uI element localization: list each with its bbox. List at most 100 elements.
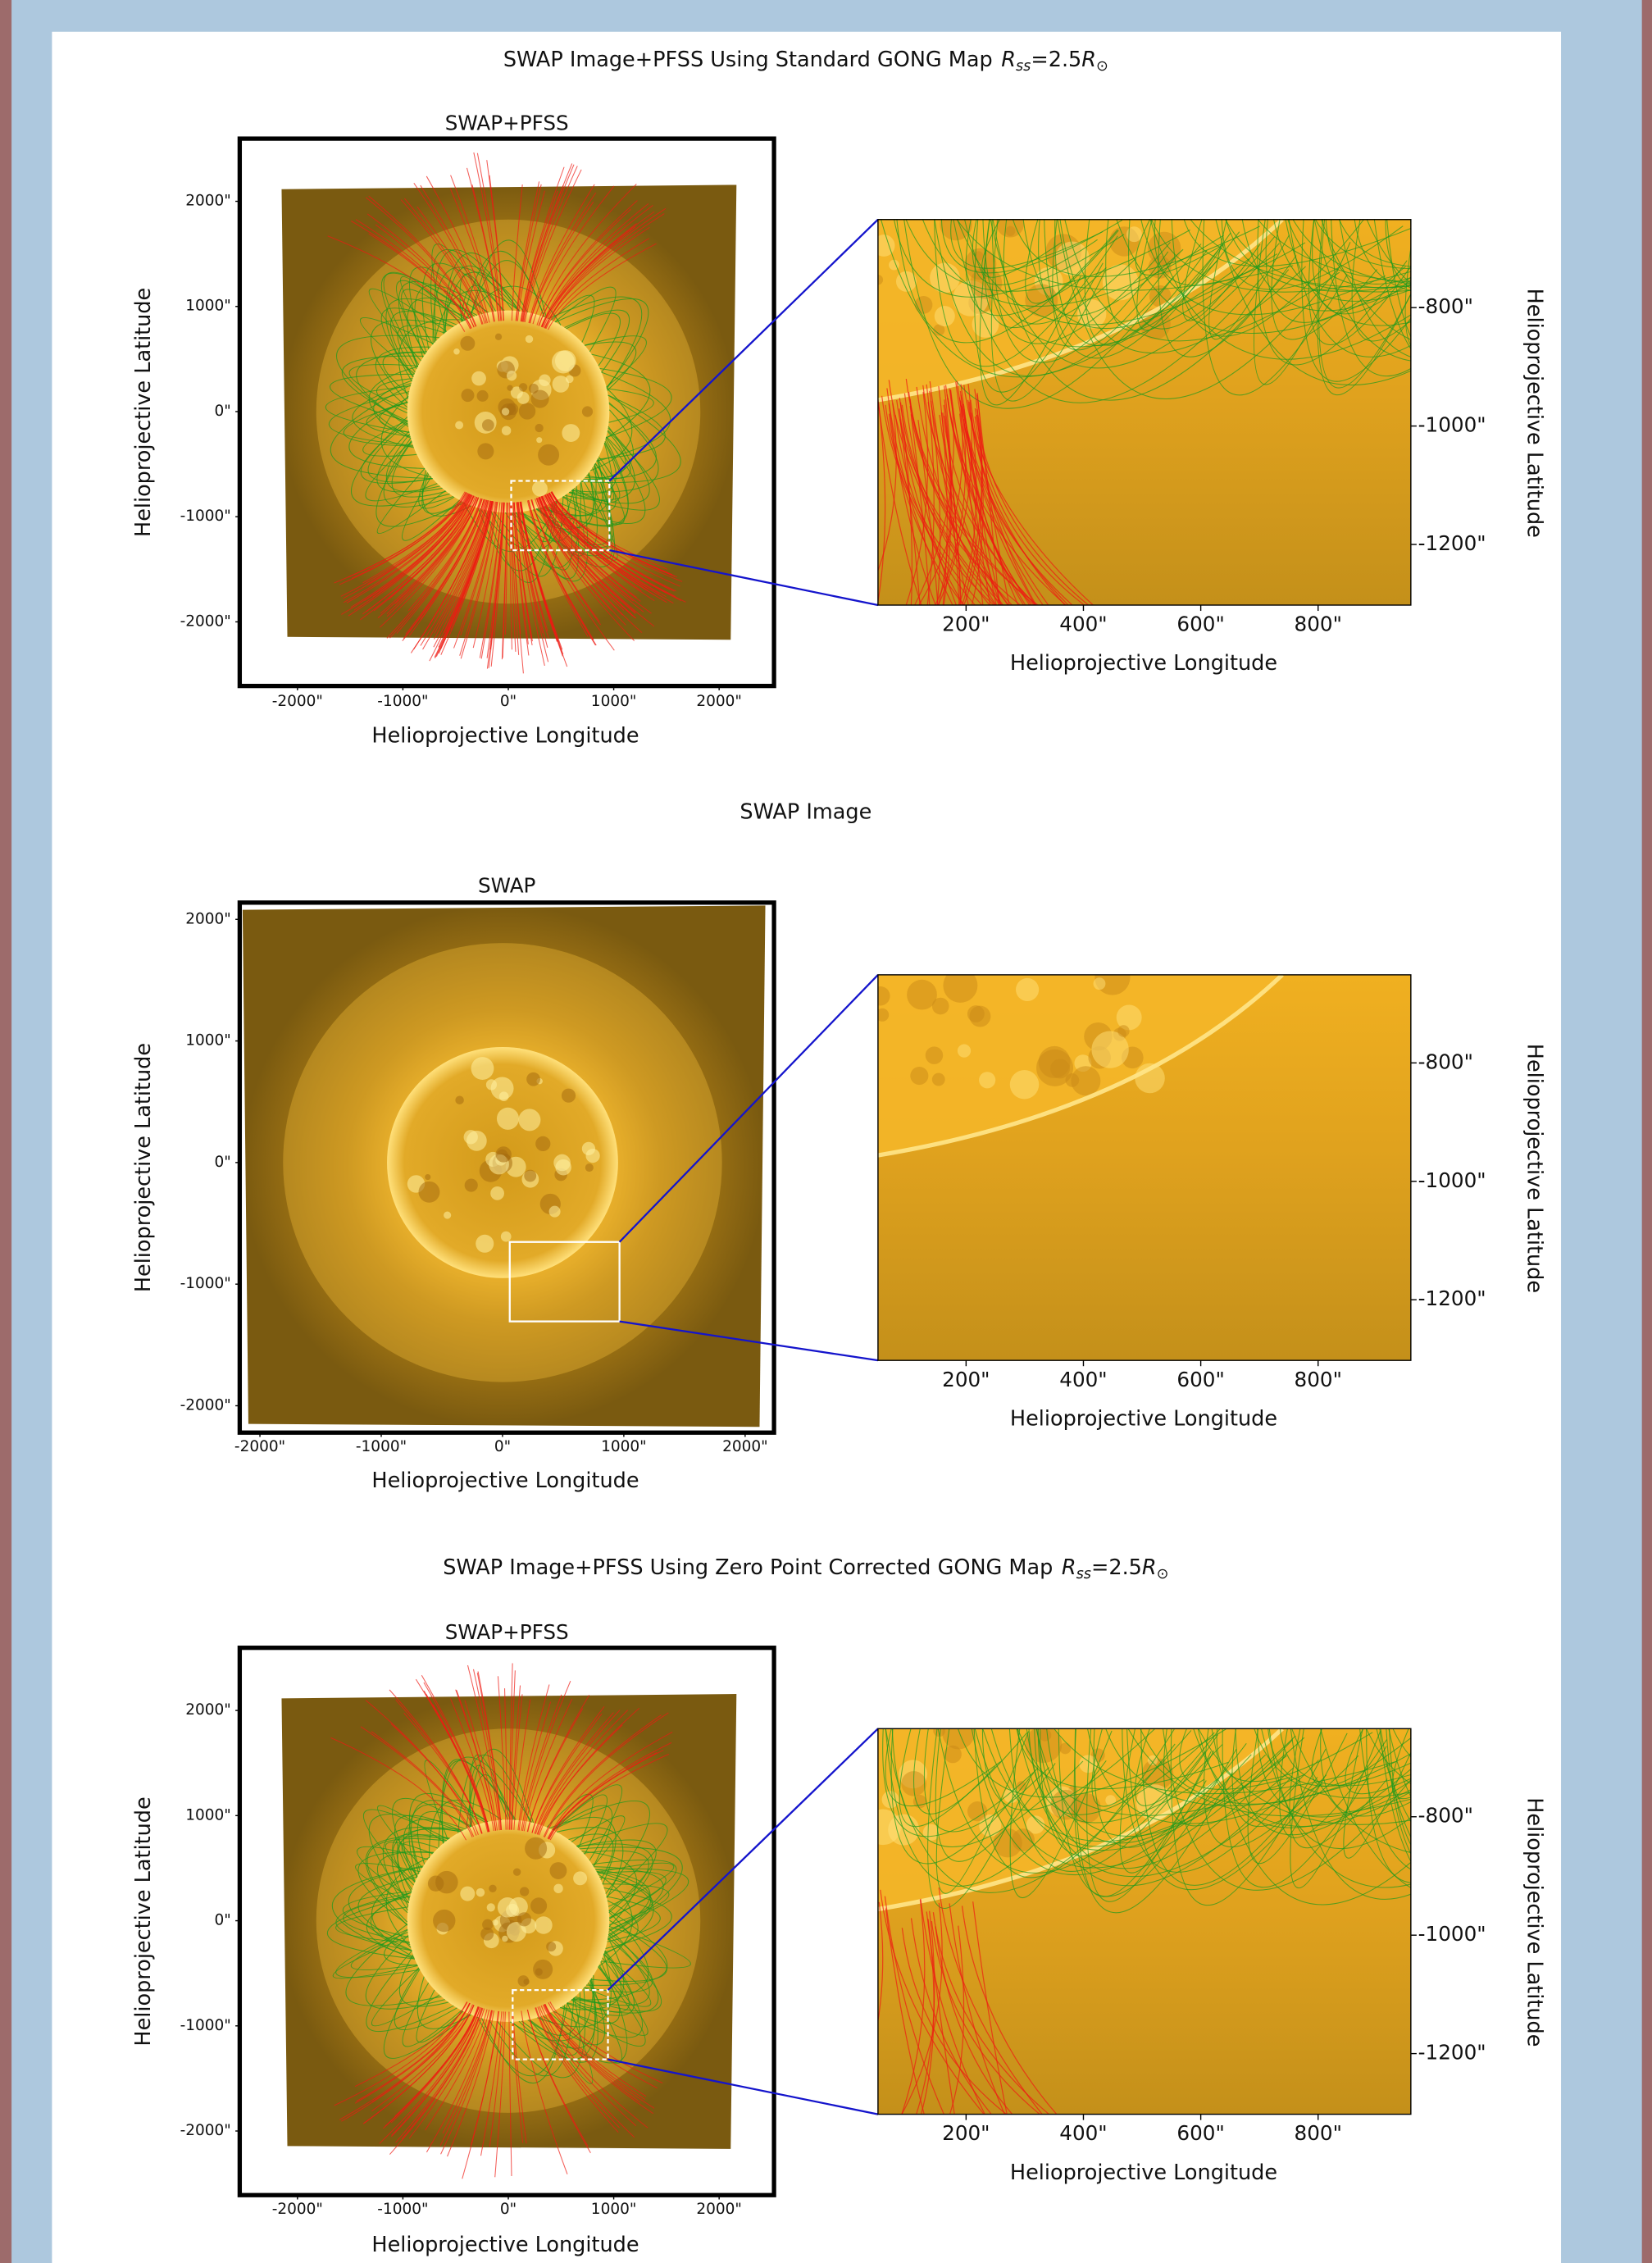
- y-axis-label: Helioprojective Latitude: [131, 288, 156, 537]
- disk-feature: [1036, 1050, 1073, 1086]
- zoom-image: [871, 959, 1411, 1360]
- math-unit: R: [1081, 48, 1096, 72]
- active-region: [490, 1186, 504, 1200]
- active-region: [529, 384, 539, 394]
- x-tick-label: 1000": [591, 2201, 637, 2218]
- active-region: [517, 392, 530, 404]
- active-region: [553, 376, 570, 393]
- title-text: SWAP Image+PFSS Using Zero Point Correct…: [443, 1555, 1053, 1580]
- disk-feature: [979, 1072, 995, 1088]
- y-tick-label: 2000": [185, 1701, 231, 1719]
- active-region: [526, 335, 533, 343]
- active-region: [519, 383, 527, 391]
- y-tick-label: -800": [1418, 1050, 1473, 1073]
- active-region: [480, 1928, 494, 1941]
- disk-feature: [1005, 226, 1015, 236]
- active-region: [519, 403, 535, 419]
- full-image: [281, 153, 736, 673]
- title-text: SWAP Image: [740, 800, 872, 825]
- math-subscript: ss: [1076, 1566, 1091, 1582]
- x-tick-label: 200": [942, 1368, 990, 1391]
- math-unit-subscript: ⊙: [1157, 1566, 1169, 1582]
- panel-title: SWAP Image: [740, 800, 872, 825]
- x-tick-label: 2000": [722, 1438, 768, 1455]
- disk-feature: [907, 980, 937, 1010]
- active-region: [525, 1837, 547, 1860]
- x-tick-label: 1000": [601, 1438, 647, 1455]
- y-axis-label: Helioprojective Latitude: [131, 1043, 156, 1292]
- y-tick-label: -800": [1418, 1804, 1473, 1828]
- math-symbol: R: [1001, 48, 1016, 72]
- y-tick-label: 2000": [185, 193, 231, 210]
- active-region: [425, 1174, 430, 1180]
- active-region: [562, 1089, 576, 1103]
- disk-feature: [1105, 1795, 1116, 1805]
- x-tick-label: -2000": [272, 693, 323, 710]
- left-border: [0, 0, 11, 2263]
- x-tick-label: 400": [1059, 2121, 1107, 2145]
- math-equals: =2.5: [1091, 1555, 1142, 1580]
- active-region: [535, 1136, 550, 1151]
- active-region: [462, 389, 475, 402]
- disk-feature: [967, 1801, 987, 1821]
- math-equals: =2.5: [1031, 48, 1081, 72]
- x-tick-label: 600": [1176, 2121, 1224, 2145]
- y-tick-label: 0": [215, 403, 231, 420]
- active-region: [526, 1072, 540, 1086]
- x-axis-label: Helioprojective Longitude: [371, 723, 639, 748]
- y-axis-label: Helioprojective Latitude: [131, 1796, 156, 2046]
- active-region: [555, 1159, 571, 1176]
- disk-feature: [915, 296, 933, 314]
- active-region: [464, 1130, 478, 1144]
- active-region: [562, 424, 580, 442]
- y-tick-label: 0": [215, 1154, 231, 1171]
- active-region: [495, 1146, 511, 1162]
- x-axis-label: Helioprojective Longitude: [1010, 651, 1277, 676]
- x-axis-label: Helioprojective Longitude: [371, 2233, 639, 2257]
- active-region: [460, 1887, 475, 1901]
- y-tick-label: -1200": [1418, 531, 1486, 555]
- x-tick-label: -1000": [377, 693, 428, 710]
- active-region: [518, 1109, 540, 1131]
- active-region: [535, 424, 544, 432]
- disk-feature: [932, 1073, 945, 1086]
- active-region: [499, 1091, 509, 1101]
- active-region: [518, 1975, 530, 1987]
- active-region: [497, 1108, 519, 1130]
- y-tick-label: -1000": [180, 2017, 231, 2034]
- x-tick-label: 0": [500, 693, 517, 710]
- x-tick-label: 0": [494, 1438, 511, 1455]
- title-text: SWAP Image+PFSS Using Standard GONG Map: [503, 48, 993, 72]
- active-region: [536, 437, 542, 443]
- disk-feature: [967, 1005, 985, 1022]
- axes-title: SWAP+PFSS: [445, 1620, 569, 1644]
- active-region: [517, 1912, 531, 1926]
- x-tick-label: -1000": [377, 2201, 428, 2218]
- y-tick-label: 2000": [185, 910, 231, 927]
- active-region: [428, 1876, 444, 1892]
- x-tick-label: 800": [1295, 2121, 1342, 2145]
- y-axis-label: Helioprojective Latitude: [1522, 1044, 1547, 1293]
- active-region: [482, 419, 494, 431]
- active-region: [553, 1884, 562, 1893]
- active-region: [455, 1095, 463, 1104]
- y-tick-label: -1200": [1418, 2041, 1486, 2065]
- x-tick-label: -2000": [234, 1438, 285, 1455]
- y-tick-label: -1000": [180, 1275, 231, 1292]
- active-region: [455, 421, 463, 430]
- active-region: [477, 443, 494, 459]
- active-region: [573, 1871, 587, 1885]
- math-unit-subscript: ⊙: [1096, 58, 1108, 75]
- y-tick-label: -2000": [180, 612, 231, 630]
- x-axis-label: Helioprojective Longitude: [371, 1468, 639, 1493]
- disk-feature: [1094, 977, 1106, 990]
- active-region: [453, 348, 459, 354]
- disk-feature: [910, 1067, 928, 1085]
- active-region: [465, 1179, 478, 1192]
- axes-title: SWAP: [478, 873, 536, 897]
- disk-feature: [926, 1046, 943, 1063]
- active-region: [585, 1149, 599, 1163]
- x-tick-label: -2000": [272, 2201, 323, 2218]
- active-region: [501, 1232, 512, 1242]
- y-tick-label: -1000": [180, 508, 231, 525]
